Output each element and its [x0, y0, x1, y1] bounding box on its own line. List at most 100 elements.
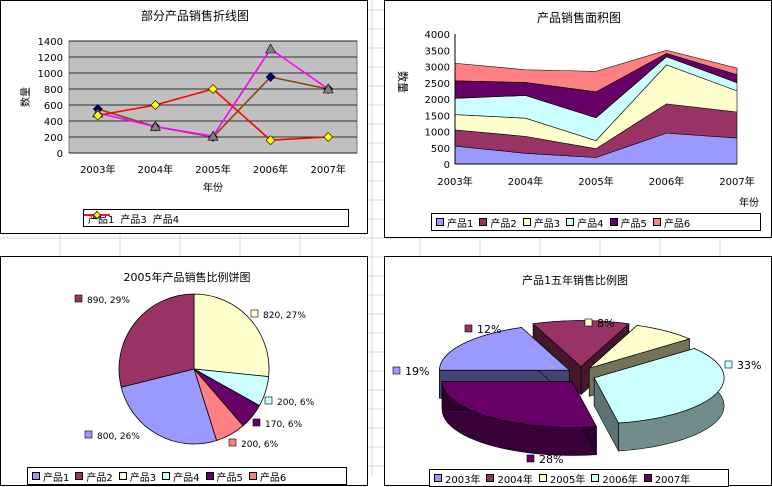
- area-chart-panel[interactable]: 产品销售面积图 0 500 1000 1500 2000 2500 3000 3500 4000 2…: [384, 0, 772, 238]
- pie2005-chart-panel[interactable]: 2005年产品销售比例饼图 820, 27% 200, 6% 170, 6% 200, …: [0, 256, 368, 486]
- line-x-axis-label: 年份: [203, 181, 223, 194]
- pie2005-data-label: 200, 6%: [241, 440, 279, 450]
- pie2005-legend-swatch: [32, 472, 40, 480]
- pie3d-slice-top: [439, 327, 571, 371]
- pie2005-slice: [193, 293, 270, 378]
- pie3d-data-label: 12%: [477, 323, 501, 336]
- pie2005-legend-label: 产品6: [259, 472, 287, 484]
- area-legend-label: 产品5: [620, 218, 647, 230]
- pie3d-label-swatch: [526, 454, 535, 463]
- line-point: [265, 135, 276, 146]
- pie2005-chart-title: 2005年产品销售比例饼图: [124, 270, 251, 284]
- pie2005-legend-item: 产品1: [32, 469, 69, 484]
- pie3d-label-swatch: [392, 366, 401, 375]
- pie2005-legend-swatch: [118, 472, 127, 480]
- pie2005-label-swatch: [84, 430, 93, 439]
- pie3d-legend-swatch: [643, 474, 652, 482]
- line-point: [207, 130, 219, 141]
- pie2005-legend-label: 产品4: [173, 472, 200, 484]
- pie3d-legend-swatch: [434, 474, 442, 482]
- pie2005-slice: [118, 293, 195, 388]
- pie3d-legend-label: 2005年: [549, 474, 586, 486]
- pie2005-legend-item: 产品5: [205, 469, 243, 484]
- area-x-tick-label: 2005年: [578, 175, 613, 188]
- area-legend-label: 产品2: [490, 218, 517, 230]
- pie2005-legend-item: 产品2: [75, 469, 113, 484]
- pie3d-chart: 产品1五年销售比例图 19% 12% 8% 33% 28%: [392, 273, 761, 466]
- area-legend-label: 产品6: [663, 218, 691, 230]
- area-legend-item: 产品5: [609, 215, 647, 230]
- line-y-tick-label: 0: [57, 149, 63, 160]
- area-chart-legend: 产品1 产品2 产品3 产品4 产品5 产品6: [431, 213, 761, 231]
- pie2005-legend-item: 产品4: [162, 469, 200, 484]
- area-legend-item: 产品3: [522, 215, 560, 230]
- line-legend-label: 产品3: [120, 214, 147, 226]
- pie3d-chart-legend: 2003年 2004年 2005年 2006年 2007年: [429, 469, 729, 487]
- area-legend-item: 产品2: [479, 215, 517, 230]
- line-legend-marker: [93, 211, 101, 219]
- area-series-6: [454, 49, 738, 93]
- pie3d-data-label: 33%: [737, 359, 761, 372]
- area-legend-swatch: [566, 218, 575, 226]
- line-point: [208, 84, 218, 94]
- area-y-tick-label: 1000: [425, 128, 450, 139]
- area-x-tick-label: 2006年: [649, 175, 684, 188]
- area-x-tick-label: 2004年: [508, 175, 543, 188]
- pie2005-data-label: 890, 29%: [87, 296, 130, 306]
- pie2005-legend-label: 产品2: [86, 472, 113, 484]
- pie3d-legend-label: 2007年: [654, 474, 691, 486]
- pie3d-data-label: 8%: [597, 317, 614, 330]
- area-y-tick-label: 4000: [425, 30, 450, 41]
- area-y-tick-label: 500: [431, 144, 450, 155]
- pie3d-legend-item: 2007年: [643, 471, 691, 486]
- pie2005-label-swatch: [74, 294, 83, 303]
- pie3d-data-label: 19%: [405, 365, 429, 378]
- pie2005-label-swatch: [252, 418, 261, 427]
- pie3d-chart-panel[interactable]: 产品1五年销售比例图 19% 12% 8% 33% 28% 2003年 2004年 2005年…: [384, 256, 772, 487]
- pie3d-legend-item: 2004年: [486, 471, 533, 486]
- line-y-tick-label: 600: [44, 101, 63, 112]
- pie2005-label-swatch: [228, 438, 237, 447]
- line-point: [323, 132, 334, 142]
- pie2005-legend-label: 产品5: [216, 472, 243, 484]
- area-legend-swatch: [652, 218, 661, 226]
- pie2005-legend-swatch: [248, 472, 257, 480]
- area-legend-swatch: [522, 218, 531, 226]
- line-x-tick-label: 2007年: [310, 163, 345, 176]
- pie3d-legend-label: 2006年: [602, 474, 638, 486]
- pie3d-slice-top: [593, 348, 725, 424]
- pie3d-label-swatch: [464, 324, 473, 333]
- area-y-tick-label: 1500: [425, 111, 450, 122]
- pie3d-slice-top: [532, 320, 630, 368]
- area-y-tick-label: 2000: [425, 95, 450, 106]
- pie3d-slice-top: [441, 381, 598, 428]
- line-chart-panel[interactable]: 部分产品销售折线图 0 200 400 600 800 1000 1200 1400 2003年 2…: [0, 0, 368, 234]
- area-legend-label: 产品4: [577, 218, 604, 230]
- pie3d-legend-swatch: [538, 474, 547, 482]
- pie2005-data-label: 170, 6%: [265, 420, 303, 430]
- area-x-tick-label: 2007年: [719, 175, 754, 188]
- line-y-tick-label: 200: [44, 133, 63, 144]
- area-legend-swatch: [479, 218, 488, 226]
- line-legend-swatch: [84, 211, 110, 219]
- line-point: [150, 100, 161, 110]
- line-chart-legend: 产品1 产品3 产品4: [83, 209, 349, 227]
- area-y-tick-label: 3000: [425, 63, 450, 74]
- pie2005-label-swatch: [264, 396, 273, 405]
- area-chart-title: 产品销售面积图: [537, 10, 621, 25]
- pie3d-legend-item: 2006年: [591, 471, 638, 486]
- line-y-tick-label: 1400: [38, 37, 63, 48]
- line-legend-item: 产品4: [84, 211, 179, 226]
- pie3d-label-swatch: [584, 318, 593, 327]
- pie2005-legend-label: 产品1: [43, 472, 70, 484]
- pie2005-legend-swatch: [75, 472, 84, 480]
- area-legend-label: 产品1: [447, 218, 474, 230]
- line-y-tick-label: 1000: [38, 69, 63, 80]
- line-y-tick-label: 800: [44, 85, 63, 96]
- area-chart: 产品销售面积图 0 500 1000 1500 2000 2500 3000 3500 4000 2…: [396, 10, 759, 209]
- area-legend-item: 产品1: [436, 215, 473, 230]
- area-legend-swatch: [609, 218, 618, 226]
- pie3d-legend-label: 2004年: [497, 474, 533, 486]
- pie2005-legend-label: 产品3: [129, 472, 157, 484]
- pie2005-legend-swatch: [205, 472, 214, 480]
